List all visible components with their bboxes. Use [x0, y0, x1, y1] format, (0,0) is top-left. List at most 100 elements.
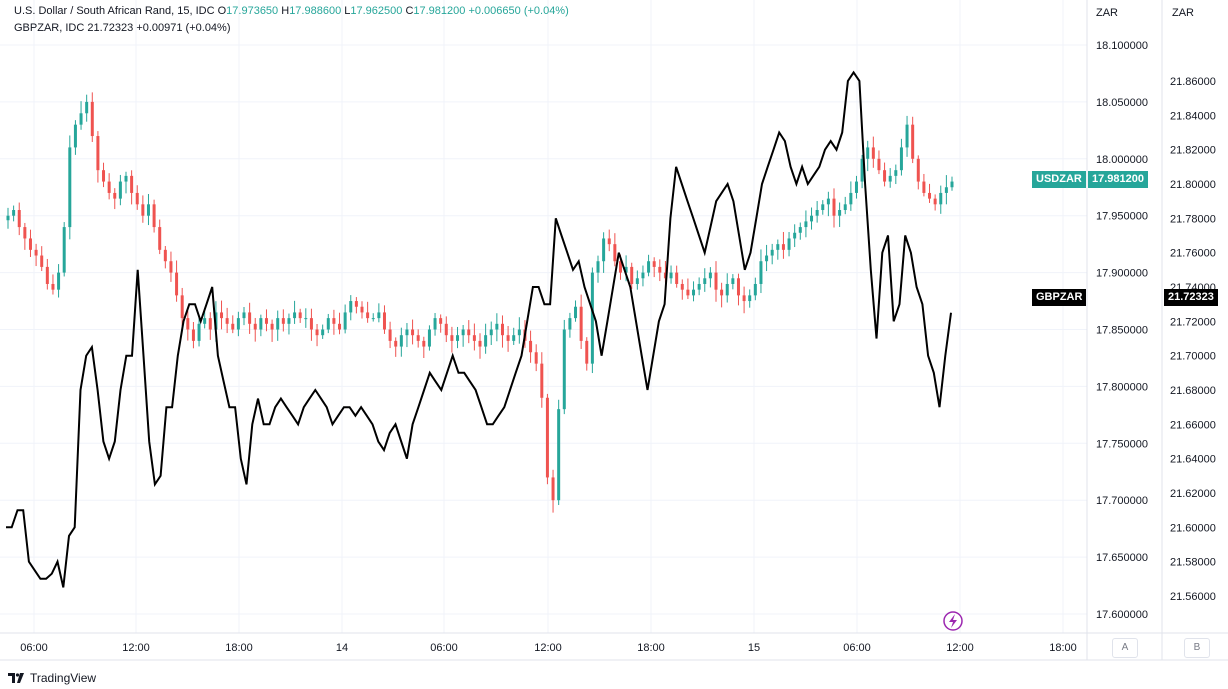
candle-body: [349, 301, 353, 313]
candle-body: [787, 238, 791, 250]
candle-body: [253, 323, 257, 330]
candle-body: [422, 340, 426, 347]
candle-body: [703, 278, 707, 284]
candle-body: [343, 312, 347, 330]
candle-body: [776, 244, 780, 250]
candle-body: [220, 312, 224, 319]
y-tick-label-b: 21.82000: [1170, 145, 1216, 157]
candle-body: [708, 272, 712, 279]
candle-body: [433, 318, 437, 330]
candle-body: [568, 318, 572, 330]
x-tick-label: 06:00: [20, 642, 48, 654]
candle-body: [506, 335, 510, 341]
candle-body: [90, 101, 94, 137]
y-tick-label-b: 21.66000: [1170, 419, 1216, 431]
high-value: 17.988600: [289, 5, 342, 17]
candle-body: [680, 283, 684, 290]
candle-body: [714, 272, 718, 290]
candle-body: [51, 283, 55, 290]
tradingview-branding[interactable]: TradingView: [8, 671, 96, 685]
candle-body: [866, 147, 870, 159]
candle-body: [461, 329, 465, 336]
y-tick-label-b: 21.80000: [1170, 179, 1216, 191]
candle-body: [242, 312, 246, 319]
candle-body: [602, 238, 606, 262]
candle-body: [293, 312, 297, 319]
candle-body: [939, 192, 943, 205]
candle-body: [354, 301, 358, 307]
candle-body: [444, 323, 448, 336]
high-label: H: [281, 5, 290, 17]
candle-body: [944, 187, 948, 193]
candle-body: [854, 181, 858, 193]
candle-body: [742, 295, 746, 302]
candle-body: [28, 238, 32, 250]
y-tick-label-a: 17.650000: [1096, 552, 1148, 564]
candle-body: [304, 318, 308, 320]
candle-body: [540, 363, 544, 398]
close-label: C: [405, 5, 414, 17]
candle-body: [916, 158, 920, 182]
candle-body: [641, 272, 645, 279]
candle-body: [652, 261, 656, 267]
candle-body: [180, 295, 184, 319]
axis-a-unit: ZAR: [1096, 7, 1118, 19]
candle-body: [635, 278, 639, 284]
candle-body: [686, 289, 690, 296]
candle-body: [377, 312, 381, 319]
candle-body: [928, 192, 932, 199]
symbol1-name: U.S. Dollar / South African Rand, 15, ID…: [14, 5, 215, 17]
candle-body: [810, 215, 814, 222]
candle-body: [838, 210, 842, 216]
candle-body: [630, 266, 634, 284]
candle-body: [899, 147, 903, 171]
candle-body: [130, 175, 134, 193]
candle-body: [607, 238, 611, 245]
candle-body: [624, 266, 628, 273]
usdzar-price-label: 17.981200: [1088, 171, 1148, 188]
scale-b-button[interactable]: B: [1184, 638, 1210, 658]
candle-body: [585, 340, 589, 364]
candle-body: [871, 147, 875, 159]
candle-body: [826, 198, 830, 205]
usdzar-name-label: USDZAR: [1032, 171, 1086, 188]
x-tick-label: 14: [336, 642, 348, 654]
grid-lines: [0, 0, 1087, 633]
x-tick-label: 06:00: [843, 642, 871, 654]
candle-body: [231, 323, 235, 330]
candle-body: [281, 318, 285, 324]
candle-body: [405, 329, 409, 336]
candle-body: [821, 204, 825, 211]
gbpzar-name-label: GBPZAR: [1032, 289, 1087, 306]
candle-body: [388, 329, 392, 341]
candle-body: [860, 158, 864, 182]
candle-body: [276, 318, 280, 330]
candle-body: [45, 266, 49, 284]
candle-body: [416, 335, 420, 341]
candle-body: [551, 477, 555, 501]
candle-body: [248, 312, 252, 324]
candle-body: [770, 249, 774, 256]
candle-body: [40, 255, 44, 267]
candle-body: [950, 181, 954, 188]
lightning-icon[interactable]: [943, 611, 963, 631]
candle-body: [236, 318, 240, 330]
candle-body: [692, 289, 696, 296]
brand-name: TradingView: [30, 671, 97, 685]
candle-body: [669, 272, 673, 279]
x-tick-label: 12:00: [122, 642, 150, 654]
candle-body: [298, 312, 302, 319]
candle-body: [12, 210, 16, 216]
candle-body: [259, 318, 263, 330]
y-tick-label-a: 17.750000: [1096, 438, 1148, 450]
scale-a-button[interactable]: A: [1112, 638, 1138, 658]
candle-body: [798, 227, 802, 233]
candle-body: [326, 318, 330, 330]
symbol2-change: +0.00971 (+0.04%): [136, 22, 231, 34]
y-tick-label-b: 21.60000: [1170, 522, 1216, 534]
y-tick-label-b: 21.84000: [1170, 110, 1216, 122]
candle-body: [883, 170, 887, 182]
x-tick-label: 18:00: [225, 642, 253, 654]
candle-body: [57, 272, 61, 290]
